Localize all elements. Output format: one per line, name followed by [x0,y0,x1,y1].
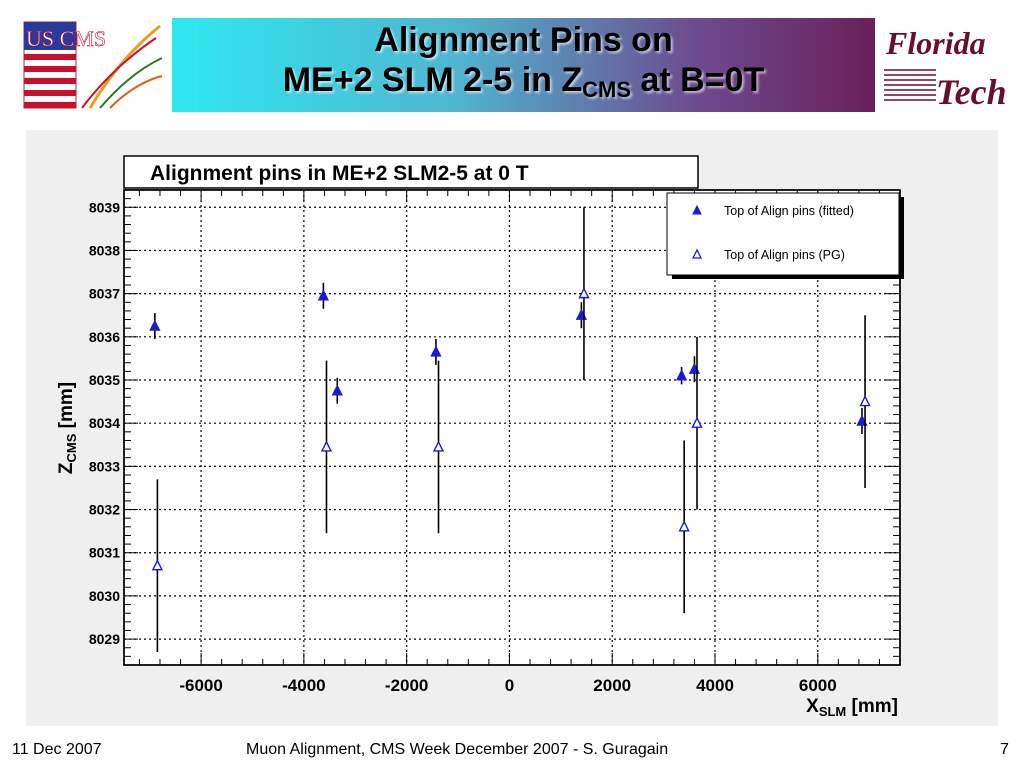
data-point-pg [678,520,690,532]
legend-label-pg: Top of Align pins (PG) [724,248,845,262]
slide-title-line-2: ME+2 SLM 2-5 in ZCMS at B=0T [283,60,765,110]
x-tick-label: 2000 [593,676,631,695]
data-point-pg [691,416,703,428]
data-point-pg [578,287,590,299]
footer-date: 11 Dec 2007 [12,741,102,758]
y-axis-label-unit: [mm] [56,382,77,434]
y-axis-label-sub: CMS [64,433,79,462]
data-point-fitted [149,319,161,331]
footer-page-number: 7 [1000,741,1009,758]
legend-label-fitted: Top of Align pins (fitted) [724,204,854,218]
y-tick-label: 8038 [89,242,120,258]
legend-marker-pg [691,248,703,259]
footer-center: Muon Alignment, CMS Week December 2007 -… [246,741,669,758]
slide-title-line-1: Alignment Pins on [374,21,673,59]
logo-right-line-1: Florida [885,25,986,61]
title-line-2-sub: CMS [582,77,632,102]
logo-stripes [884,69,936,101]
y-tick-label: 8029 [89,631,120,647]
x-tick-label: 0 [505,676,514,695]
y-tick-label: 8032 [89,502,120,518]
data-point-pg [432,440,445,452]
x-axis-label: XSLM [mm] [806,696,898,719]
chart-title: Alignment pins in ME+2 SLM2-5 at 0 T [150,162,529,185]
data-point-pg [151,559,164,571]
data-layer [149,207,871,653]
y-tick-label: 8036 [89,329,120,345]
x-tick-label: 6000 [799,676,837,695]
x-axis-label-sub: SLM [819,704,846,719]
data-point-pg [859,395,871,407]
data-point-fitted [317,289,330,301]
logo-right-line-2: Tech [936,72,1006,112]
slide-title-banner: Alignment Pins on ME+2 SLM 2-5 in ZCMS a… [172,18,875,112]
florida-tech-logo: Florida Tech [880,18,1007,112]
y-axis-label-main: Z [56,462,77,474]
x-tick-label: -2000 [385,676,428,695]
plot-frame-border [123,189,901,666]
data-point-fitted [856,414,868,426]
y-tick-label: 8034 [89,415,120,431]
x-axis-label-unit: [mm] [846,696,898,717]
y-tick-label: 8035 [89,372,120,388]
y-tick-label: 8037 [89,286,120,302]
x-tick-label: 4000 [696,676,734,695]
title-line-2-pre: ME+2 SLM 2-5 in Z [282,61,583,99]
x-tick-label: -4000 [282,676,325,695]
chart-title-box [123,155,699,189]
y-tick-label: 8033 [89,458,120,474]
title-line-2-post: at B=0T [631,61,765,99]
x-tick-label: -6000 [179,676,222,695]
y-tick-label: 8031 [89,545,120,561]
legend-marker-fitted [692,204,702,215]
y-tick-label: 8030 [89,588,120,604]
data-point-fitted [675,369,688,381]
x-axis-label-main: X [806,696,819,717]
data-point-fitted [331,384,343,396]
y-axis-label: ZCMS [mm] [56,382,79,474]
y-tick-label: 8039 [89,199,120,215]
data-point-pg [320,440,333,452]
chart-panel: -6000 -4000 -2000 0 2000 4000 6000 8029 8030 8031… [26,130,998,726]
alignment-pins-chart: -6000 -4000 -2000 0 2000 4000 6000 8029 8030 8031… [56,155,904,719]
data-point-fitted [430,345,442,357]
legend-box [666,192,900,276]
us-cms-logo: US CMS [20,18,166,112]
axis-ticks: -6000 -4000 -2000 0 2000 4000 6000 8029 8030 8031… [89,189,901,695]
logo-left-text: US CMS [26,26,106,51]
legend: Top of Align pins (fitted) Top of Align … [666,192,904,279]
